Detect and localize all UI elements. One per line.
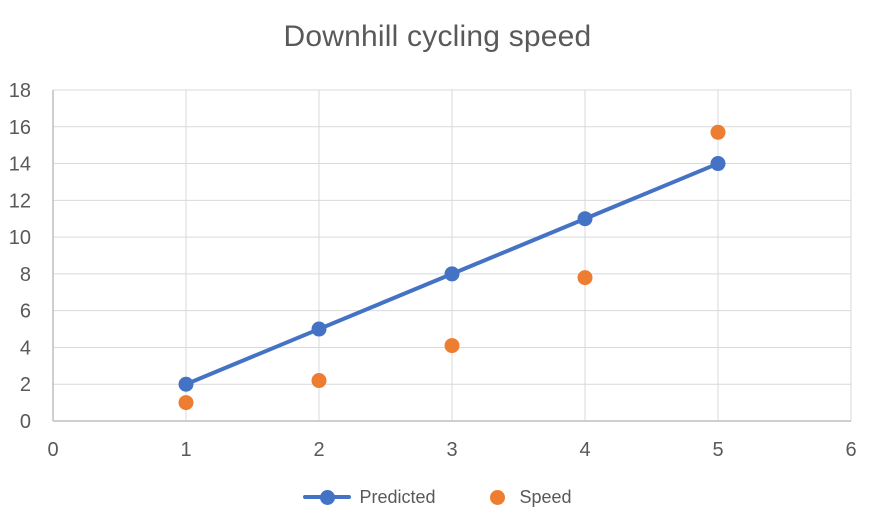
predicted-marker-icon <box>319 489 335 505</box>
predicted-line-swatch <box>303 488 352 506</box>
legend-item-speed: Speed <box>481 486 572 508</box>
y-tick-label: 8 <box>20 264 31 286</box>
legend: Predicted Speed <box>0 481 875 513</box>
chart-title: Downhill cycling speed <box>283 20 592 53</box>
x-tick-label: 2 <box>313 439 324 461</box>
data-point-predicted <box>710 156 726 172</box>
legend-label-speed: Speed <box>519 486 572 507</box>
speed-marker-icon <box>490 489 506 505</box>
legend-label-predicted: Predicted <box>359 486 436 507</box>
y-tick-label: 2 <box>20 374 31 396</box>
x-tick-label: 1 <box>180 439 191 461</box>
x-tick-label: 5 <box>712 439 723 461</box>
data-point-speed <box>178 395 194 411</box>
data-point-speed <box>577 270 593 286</box>
y-tick-label: 18 <box>9 80 31 102</box>
x-tick-label: 3 <box>446 439 457 461</box>
x-tick-label: 0 <box>47 439 58 461</box>
data-point-predicted <box>178 376 194 392</box>
data-point-speed <box>444 338 460 354</box>
y-tick-label: 6 <box>20 301 31 323</box>
data-point-predicted <box>444 266 460 282</box>
data-point-speed <box>311 373 327 389</box>
y-tick-label: 14 <box>9 154 31 176</box>
x-tick-label: 4 <box>579 439 590 461</box>
y-tick-label: 10 <box>9 227 31 249</box>
legend-item-predicted: Predicted <box>303 487 435 508</box>
y-tick-label: 4 <box>20 337 31 359</box>
data-point-predicted <box>311 321 327 337</box>
y-tick-label: 16 <box>9 117 31 139</box>
data-point-predicted <box>577 211 593 227</box>
y-tick-label: 0 <box>20 411 31 433</box>
y-tick-label: 12 <box>9 190 31 212</box>
x-tick-label: 6 <box>845 439 856 461</box>
data-point-speed <box>710 124 726 140</box>
